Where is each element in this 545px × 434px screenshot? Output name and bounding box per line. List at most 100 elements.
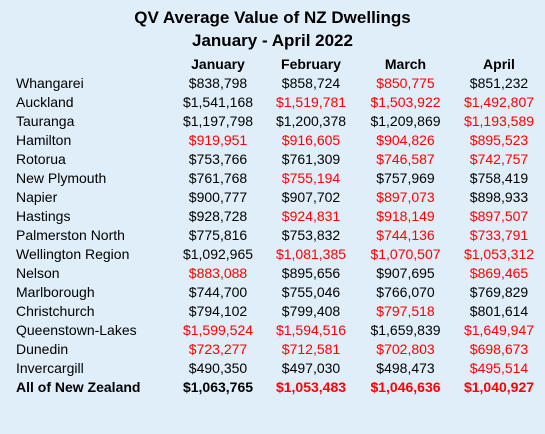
value-cell-april: $698,673	[469, 341, 529, 357]
value-cell-march: $1,209,869	[370, 113, 441, 129]
header-row: January February March April	[0, 55, 545, 74]
table-row: Nelson $883,088 $895,656 $907,695 $869,465	[0, 264, 545, 283]
table-row: Whangarei $838,798 $858,724 $850,775 $851,23…	[0, 74, 545, 93]
value-cell-february: $712,581	[281, 341, 341, 357]
column-header-april: April	[483, 56, 515, 72]
value-cell-january: $794,102	[188, 303, 248, 319]
value-cell-february: $761,309	[281, 151, 341, 167]
value-cell-march: $757,969	[376, 170, 435, 186]
region-name-cell: Christchurch	[16, 303, 95, 319]
table-row: Dunedin $723,277 $712,581 $702,803 $698,673	[0, 340, 545, 359]
value-cell-march: $1,046,636	[370, 379, 441, 395]
table-row: Christchurch $794,102 $799,408 $797,518 $801…	[0, 302, 545, 321]
region-name-cell: Queenstown-Lakes	[16, 322, 137, 338]
dwelling-values-table: January February March April Whangarei $8…	[0, 55, 545, 397]
value-cell-february: $907,702	[281, 189, 341, 205]
table-row: Napier $900,777 $907,702 $897,073 $898,933	[0, 188, 545, 207]
value-cell-april: $742,757	[469, 151, 529, 167]
column-header-march: March	[384, 56, 427, 72]
value-cell-march: $1,659,839	[370, 322, 441, 338]
value-cell-april: $898,933	[469, 189, 529, 205]
value-cell-february: $1,200,378	[275, 113, 347, 129]
column-header-february: February	[281, 56, 341, 72]
table-row: Auckland $1,541,168 $1,519,781 $1,503,922 $1…	[0, 93, 545, 112]
value-cell-march: $766,070	[376, 284, 435, 300]
table-subtitle: January - April 2022	[192, 31, 353, 50]
value-cell-march: $1,503,922	[370, 94, 441, 110]
region-name-cell: Hastings	[16, 208, 71, 224]
value-cell-january: $928,728	[188, 208, 248, 224]
value-cell-april: $769,829	[469, 284, 529, 300]
value-cell-march: $1,070,507	[370, 246, 441, 262]
value-cell-february: $1,519,781	[275, 94, 347, 110]
region-name-cell: Wellington Region	[16, 246, 130, 262]
region-name-cell: Tauranga	[16, 113, 75, 129]
value-cell-february: $1,081,385	[275, 246, 347, 262]
table-row: Tauranga $1,197,798 $1,200,378 $1,209,869 $1…	[0, 112, 545, 131]
value-cell-february: $858,724	[281, 75, 341, 91]
value-cell-april: $495,514	[469, 360, 529, 376]
value-cell-april: $733,791	[469, 227, 529, 243]
table-row: Queenstown-Lakes $1,599,524 $1,594,516 $1,6…	[0, 321, 545, 340]
value-cell-january: $775,816	[188, 227, 248, 243]
value-cell-march: $746,587	[376, 151, 435, 167]
region-name-cell: Napier	[16, 189, 58, 205]
region-name-cell: Invercargill	[16, 360, 84, 376]
table-title: QV Average Value of NZ Dwellings	[134, 8, 411, 27]
value-cell-march: $702,803	[376, 341, 435, 357]
value-cell-march: $850,775	[376, 75, 435, 91]
region-name-cell: Whangarei	[16, 75, 84, 91]
region-name-cell: All of New Zealand	[16, 379, 141, 395]
value-cell-january: $1,197,798	[182, 113, 254, 129]
table-row: Palmerston North $775,816 $753,832 $744,136…	[0, 226, 545, 245]
value-cell-january: $753,766	[188, 151, 248, 167]
value-cell-january: $723,277	[188, 341, 248, 357]
value-cell-january: $1,092,965	[182, 246, 254, 262]
value-cell-february: $924,831	[281, 208, 341, 224]
value-cell-january: $1,599,524	[182, 322, 254, 338]
value-cell-february: $895,656	[281, 265, 341, 281]
value-cell-january: $744,700	[188, 284, 248, 300]
value-cell-april: $758,419	[469, 170, 529, 186]
value-cell-january: $883,088	[188, 265, 248, 281]
total-row: All of New Zealand $1,063,765 $1,053,483 $1…	[0, 378, 545, 397]
value-cell-january: $838,798	[188, 75, 248, 91]
value-cell-march: $744,136	[376, 227, 435, 243]
region-name-cell: Marlborough	[16, 284, 95, 300]
value-cell-april: $1,193,589	[463, 113, 535, 129]
region-name-cell: Palmerston North	[16, 227, 125, 243]
value-cell-april: $851,232	[469, 75, 529, 91]
value-cell-january: $1,541,168	[182, 94, 254, 110]
value-cell-march: $918,149	[376, 208, 435, 224]
value-cell-february: $497,030	[281, 360, 341, 376]
region-name-cell: Hamilton	[16, 132, 72, 148]
value-cell-february: $755,194	[281, 170, 341, 186]
table-row: Wellington Region $1,092,965 $1,081,385 $1,…	[0, 245, 545, 264]
value-cell-april: $1,492,807	[463, 94, 535, 110]
value-cell-february: $916,605	[281, 132, 341, 148]
value-cell-january: $919,951	[188, 132, 248, 148]
value-cell-january: $761,768	[188, 170, 248, 186]
region-name-cell: New Plymouth	[16, 170, 107, 186]
region-name-cell: Auckland	[16, 94, 74, 110]
value-cell-april: $895,523	[469, 132, 529, 148]
region-header-cell	[0, 55, 172, 74]
value-cell-january: $900,777	[188, 189, 248, 205]
value-cell-april: $897,507	[469, 208, 529, 224]
value-cell-january: $1,063,765	[182, 379, 254, 395]
table-row: Invercargill $490,350 $497,030 $498,473 $495…	[0, 359, 545, 378]
value-cell-february: $799,408	[281, 303, 341, 319]
region-name-cell: Nelson	[16, 265, 60, 281]
value-cell-january: $490,350	[188, 360, 248, 376]
region-name-cell: Dunedin	[16, 341, 69, 357]
value-cell-april: $801,614	[469, 303, 529, 319]
value-cell-april: $869,465	[469, 265, 529, 281]
value-cell-march: $498,473	[376, 360, 435, 376]
value-cell-march: $897,073	[376, 189, 435, 205]
table-row: New Plymouth $761,768 $755,194 $757,969 $758…	[0, 169, 545, 188]
value-cell-february: $1,053,483	[275, 379, 347, 395]
table-row: Hastings $928,728 $924,831 $918,149 $897,507	[0, 207, 545, 226]
value-cell-march: $797,518	[376, 303, 435, 319]
value-cell-february: $753,832	[281, 227, 341, 243]
